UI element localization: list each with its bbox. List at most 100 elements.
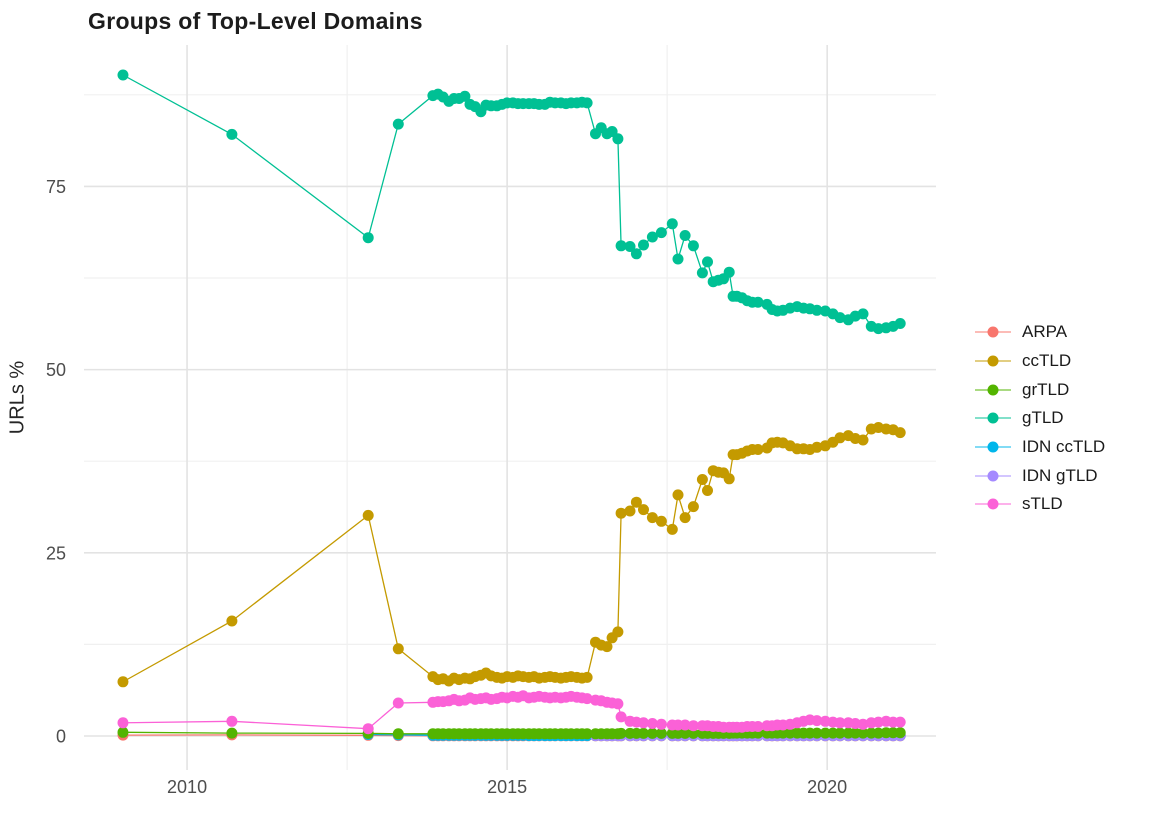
series-gTLD-line <box>122 74 901 330</box>
data-point-gTLD <box>666 218 678 230</box>
data-point-gTLD <box>117 69 129 81</box>
legend-label: ARPA <box>1022 322 1068 342</box>
data-point-gTLD <box>459 90 471 102</box>
data-point-gTLD <box>811 304 823 316</box>
data-point-gTLD <box>630 248 642 260</box>
data-point-gTLD <box>392 118 404 130</box>
chart-title: Groups of Top-Level Domains <box>88 8 423 34</box>
data-point-gTLD <box>638 239 649 251</box>
data-point-ccTLD <box>581 671 593 683</box>
legend-key-icon <box>975 412 1011 424</box>
data-point-ccTLD <box>615 507 627 519</box>
data-point-ccTLD <box>811 441 823 453</box>
data-point-gTLD <box>226 128 238 140</box>
data-point-gTLD <box>581 97 593 109</box>
data-point-sTLD <box>117 717 129 729</box>
data-point-ccTLD <box>624 505 636 517</box>
legend-label: grTLD <box>1022 379 1070 399</box>
data-point-grTLD <box>834 727 846 739</box>
data-point-gTLD <box>362 232 374 244</box>
data-point-sTLD <box>638 717 649 729</box>
data-point-grTLD <box>679 727 691 739</box>
legend-key-icon <box>975 384 1011 396</box>
series-sTLD-points <box>117 690 906 735</box>
data-point-ccTLD <box>687 501 699 513</box>
y-axis-title: URLs % <box>6 360 29 435</box>
data-point-sTLD <box>362 723 374 735</box>
x-tick-label: 2010 <box>167 777 207 797</box>
legend-item-ARPA: ARPA <box>975 318 1105 347</box>
data-point-ccTLD <box>392 643 404 655</box>
data-point-gTLD <box>752 296 764 308</box>
data-point-grTLD <box>819 727 831 739</box>
data-point-gTLD <box>615 240 627 252</box>
data-point-gTLD <box>702 256 713 268</box>
data-point-sTLD <box>752 721 764 732</box>
legend-label: ccTLD <box>1022 351 1072 371</box>
data-point-sTLD <box>679 719 691 731</box>
data-point-sTLD <box>687 720 699 732</box>
x-tick-label: 2020 <box>807 777 847 797</box>
data-point-gTLD <box>655 227 667 239</box>
data-point-ccTLD <box>752 444 764 455</box>
legend-key-icon <box>975 470 1011 482</box>
data-point-gTLD <box>857 308 869 320</box>
data-point-gTLD <box>672 253 684 265</box>
data-point-sTLD <box>811 715 823 727</box>
data-point-sTLD <box>655 718 667 730</box>
data-point-ccTLD <box>696 474 708 485</box>
data-point-ccTLD <box>362 509 374 521</box>
data-point-ccTLD <box>834 432 846 444</box>
data-point-grTLD <box>894 727 906 739</box>
data-point-ccTLD <box>646 512 658 524</box>
data-point-grTLD <box>655 727 667 739</box>
data-point-grTLD <box>646 727 658 739</box>
data-point-grTLD <box>581 728 593 740</box>
data-point-ccTLD <box>679 512 691 524</box>
data-point-ccTLD <box>226 615 238 627</box>
data-point-sTLD <box>615 711 627 723</box>
legend-key-icon <box>975 441 1011 453</box>
data-point-ccTLD <box>612 626 624 638</box>
legend-label: gTLD <box>1022 408 1064 428</box>
data-point-grTLD <box>117 726 129 738</box>
data-point-ccTLD <box>894 427 906 439</box>
data-point-sTLD <box>894 716 906 728</box>
data-point-gTLD <box>834 312 846 324</box>
data-point-gTLD <box>624 241 636 252</box>
series-ccTLD-line <box>122 426 901 683</box>
legend-key-icon <box>975 498 1011 510</box>
legend-label: IDN ccTLD <box>1022 437 1106 457</box>
data-point-ccTLD <box>601 641 613 653</box>
data-point-ccTLD <box>702 485 713 496</box>
legend-item-IDN-ccTLD: IDN ccTLD <box>975 433 1105 462</box>
legend-item-sTLD: sTLD <box>975 490 1105 519</box>
y-tick-label: 50 <box>46 360 66 380</box>
legend-key-icon <box>975 326 1011 338</box>
data-point-gTLD <box>679 230 691 241</box>
y-tick-label: 25 <box>46 543 66 563</box>
data-point-grTLD <box>638 727 649 739</box>
data-point-ccTLD <box>117 676 129 688</box>
data-point-ccTLD <box>630 496 642 508</box>
data-point-ccTLD <box>666 523 678 535</box>
data-point-grTLD <box>226 727 238 739</box>
data-point-ccTLD <box>672 489 684 501</box>
data-point-gTLD <box>696 267 708 279</box>
series-gTLD-points <box>117 69 906 335</box>
data-point-ccTLD <box>723 473 735 485</box>
data-point-sTLD <box>834 717 846 729</box>
legend: ARPA ccTLD grTLD gTLD IDN ccTLD IDN gTLD sTLD <box>975 318 1105 519</box>
data-point-ccTLD <box>638 504 649 516</box>
data-point-grTLD <box>615 727 627 739</box>
data-point-sTLD <box>581 693 593 705</box>
data-point-gTLD <box>687 240 699 252</box>
data-point-grTLD <box>811 727 823 739</box>
series-ccTLD-points <box>117 422 906 688</box>
data-point-ccTLD <box>857 434 869 446</box>
legend-item-grTLD: grTLD <box>975 375 1105 404</box>
y-tick-label: 0 <box>56 726 66 746</box>
data-point-gTLD <box>894 318 906 329</box>
legend-item-IDN-gTLD: IDN gTLD <box>975 461 1105 490</box>
